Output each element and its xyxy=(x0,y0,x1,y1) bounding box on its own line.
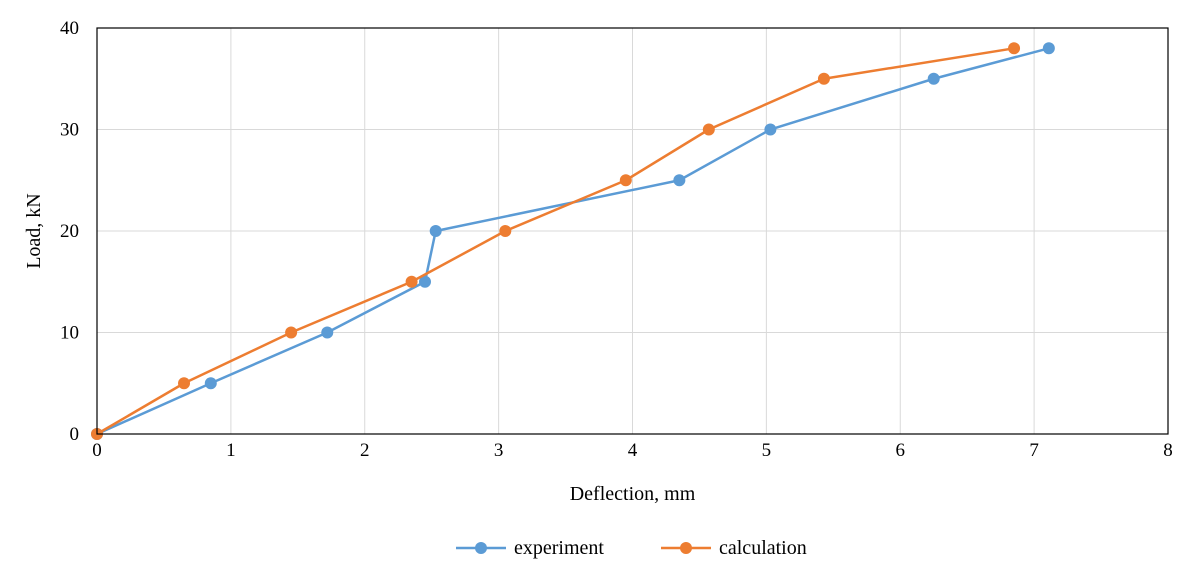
data-point-calculation xyxy=(405,275,418,288)
tick-labels: 0 1 2 3 4 5 6 7 8 0 10 20 30 40 xyxy=(60,18,1173,461)
x-tick-label: 7 xyxy=(1029,440,1039,461)
legend: experiment calculation xyxy=(456,537,807,559)
data-point-experiment xyxy=(673,174,686,187)
x-tick-label: 3 xyxy=(494,440,504,461)
legend-marker xyxy=(680,542,692,554)
plot-area-border xyxy=(96,27,1169,435)
series-line-calculation xyxy=(96,47,1015,436)
data-point-calculation xyxy=(619,174,632,187)
x-tick-label: 0 xyxy=(92,440,102,461)
data-point-experiment xyxy=(1042,42,1055,55)
x-tick-label: 2 xyxy=(360,440,370,461)
y-tick-label: 20 xyxy=(60,221,79,242)
data-point-experiment xyxy=(927,72,940,85)
y-axis-title: Load, kN xyxy=(23,193,45,269)
legend-marker xyxy=(475,542,487,554)
series-calculation xyxy=(91,42,1021,440)
y-tick-label: 10 xyxy=(60,323,79,344)
legend-label: experiment xyxy=(514,537,604,559)
data-point-calculation xyxy=(285,326,298,339)
y-tick-label: 30 xyxy=(60,120,79,141)
data-point-calculation xyxy=(499,225,512,237)
x-tick-label: 4 xyxy=(628,440,638,461)
series-experiment xyxy=(91,42,1055,440)
series-layer xyxy=(91,42,1055,440)
legend-item-experiment: experiment xyxy=(456,537,604,559)
data-point-experiment xyxy=(204,377,217,390)
data-point-calculation xyxy=(1008,42,1021,55)
data-point-calculation xyxy=(702,123,715,136)
x-tick-label: 6 xyxy=(896,440,906,461)
x-axis-title: Deflection, mm xyxy=(570,483,696,505)
y-tick-label: 40 xyxy=(60,18,79,39)
data-point-experiment xyxy=(418,275,431,288)
grid-layer xyxy=(97,28,1168,434)
series-line-experiment xyxy=(96,47,1050,436)
x-tick-label: 5 xyxy=(762,440,772,461)
data-point-experiment xyxy=(764,123,777,136)
data-point-experiment xyxy=(321,326,334,339)
x-tick-label: 1 xyxy=(226,440,236,461)
y-tick-label: 0 xyxy=(70,424,80,445)
data-point-calculation xyxy=(178,377,191,390)
legend-label: calculation xyxy=(719,537,807,559)
data-point-calculation xyxy=(817,72,830,85)
x-tick-label: 8 xyxy=(1163,440,1173,461)
legend-item-calculation: calculation xyxy=(661,537,807,559)
data-point-experiment xyxy=(429,225,442,237)
